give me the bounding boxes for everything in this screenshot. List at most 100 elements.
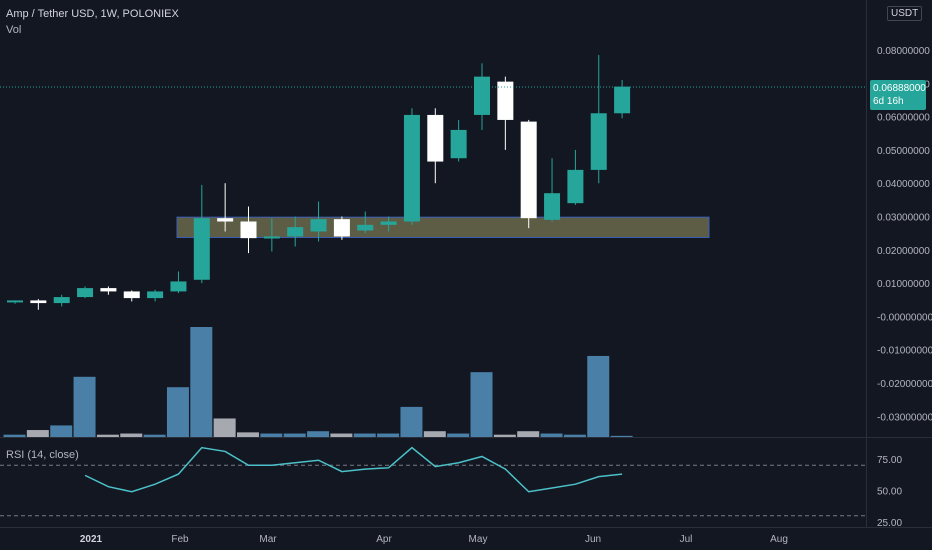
volume-bar bbox=[120, 433, 143, 437]
price-axis-tick: -0.02000000 bbox=[877, 379, 932, 390]
candle-body bbox=[30, 300, 47, 304]
candlestick bbox=[30, 299, 47, 310]
candle-body bbox=[403, 114, 420, 222]
rsi-axis-tick: 25.00 bbox=[877, 518, 902, 529]
candle-body bbox=[77, 288, 94, 298]
candle-body bbox=[193, 218, 210, 280]
volume-bar bbox=[190, 327, 213, 437]
volume-bar bbox=[353, 433, 376, 437]
symbol-title[interactable]: Amp / Tether USD, 1W, POLONIEX bbox=[6, 8, 179, 20]
volume-bar bbox=[563, 434, 586, 437]
candlestick bbox=[217, 183, 234, 232]
time-axis-tick: Feb bbox=[171, 534, 189, 545]
time-axis-tick: Mar bbox=[259, 534, 277, 545]
time-axis-tick: Aug bbox=[770, 534, 788, 545]
candlestick bbox=[614, 79, 631, 119]
last-price-value: 0.06888000 bbox=[873, 83, 926, 94]
candle-body bbox=[287, 227, 304, 237]
volume-bar bbox=[493, 434, 516, 437]
volume-bar bbox=[540, 433, 563, 437]
volume-bar bbox=[330, 433, 353, 437]
candlestick bbox=[263, 218, 280, 252]
volume-bar bbox=[517, 431, 540, 437]
candle-body bbox=[497, 81, 514, 120]
price-axis-tick: 0.02000000 bbox=[877, 246, 930, 257]
candlestick bbox=[53, 294, 70, 307]
price-axis-tick: 0.03000000 bbox=[877, 213, 930, 224]
volume-bar bbox=[283, 433, 306, 437]
volume-bar bbox=[307, 431, 330, 437]
candle-body bbox=[7, 300, 23, 303]
candlestick bbox=[590, 54, 607, 184]
volume-bar bbox=[96, 434, 119, 437]
price-axis-tick: -0.03000000 bbox=[877, 412, 932, 423]
candle-body bbox=[520, 121, 537, 219]
candlestick bbox=[170, 271, 187, 294]
candle-body bbox=[357, 224, 374, 231]
price-axis-tick: 0.01000000 bbox=[877, 279, 930, 290]
candle-body bbox=[474, 76, 490, 115]
candle-body bbox=[380, 221, 397, 225]
volume-bar bbox=[610, 435, 633, 437]
bar-countdown: 6d 16h bbox=[873, 96, 904, 107]
candlestick bbox=[123, 290, 140, 302]
time-axis-tick: May bbox=[469, 534, 488, 545]
candlestick bbox=[427, 108, 444, 184]
volume-bar bbox=[26, 430, 49, 437]
candle-body bbox=[567, 169, 584, 204]
candle-body bbox=[310, 219, 327, 232]
candlestick bbox=[380, 216, 397, 232]
rsi-legend[interactable]: RSI (14, close) bbox=[6, 449, 79, 461]
candle-body bbox=[333, 219, 350, 237]
candle-body bbox=[217, 218, 234, 222]
candle-body bbox=[544, 193, 561, 220]
candlestick bbox=[403, 108, 420, 225]
rsi-axis-tick: 50.00 bbox=[877, 487, 902, 498]
volume-bar bbox=[400, 406, 423, 437]
volume-legend[interactable]: Vol bbox=[6, 24, 22, 36]
rsi-axis-tick: 75.00 bbox=[877, 455, 902, 466]
candlestick bbox=[77, 286, 94, 299]
volume-bar bbox=[143, 434, 166, 437]
candlestick bbox=[7, 300, 23, 304]
candle-body bbox=[123, 291, 140, 299]
volume-bar bbox=[213, 418, 236, 437]
volume-bar bbox=[470, 372, 493, 437]
candlestick bbox=[544, 158, 561, 222]
candle-body bbox=[614, 86, 631, 114]
price-axis-tick: 0.08000000 bbox=[877, 46, 930, 57]
price-axis-tick: 0.04000000 bbox=[877, 179, 930, 190]
candlestick bbox=[520, 119, 537, 229]
price-axis-tick: -0.00000000 bbox=[877, 312, 932, 323]
currency-badge[interactable]: USDT bbox=[887, 6, 923, 21]
candle-body bbox=[147, 291, 164, 299]
candlestick bbox=[100, 286, 117, 295]
candle-body bbox=[53, 297, 70, 304]
volume-bar bbox=[3, 434, 26, 437]
volume-bar bbox=[260, 433, 283, 437]
price-axis-tick: 0.06000000 bbox=[877, 113, 930, 124]
candlestick bbox=[357, 211, 374, 234]
volume-bar bbox=[50, 425, 73, 437]
candlestick bbox=[567, 149, 584, 205]
candle-body bbox=[450, 129, 467, 159]
support-zone-rectangle bbox=[176, 216, 710, 238]
time-axis-tick: Jul bbox=[680, 534, 693, 545]
candlestick bbox=[240, 206, 257, 254]
candlestick bbox=[450, 119, 467, 162]
price-axis-tick: -0.01000000 bbox=[877, 346, 932, 357]
candle-body bbox=[100, 288, 117, 292]
candle-body bbox=[263, 236, 280, 239]
candle-body bbox=[170, 281, 187, 292]
volume-bar bbox=[447, 433, 470, 437]
volume-bar bbox=[237, 432, 259, 437]
candlestick bbox=[287, 216, 304, 247]
candlestick bbox=[147, 289, 164, 302]
volume-bar bbox=[423, 431, 446, 437]
rsi-line bbox=[84, 446, 623, 493]
time-axis-tick: Jun bbox=[585, 534, 601, 545]
price-axis-tick: 0.05000000 bbox=[877, 146, 930, 157]
candlestick bbox=[333, 216, 350, 240]
candlestick bbox=[310, 201, 327, 242]
